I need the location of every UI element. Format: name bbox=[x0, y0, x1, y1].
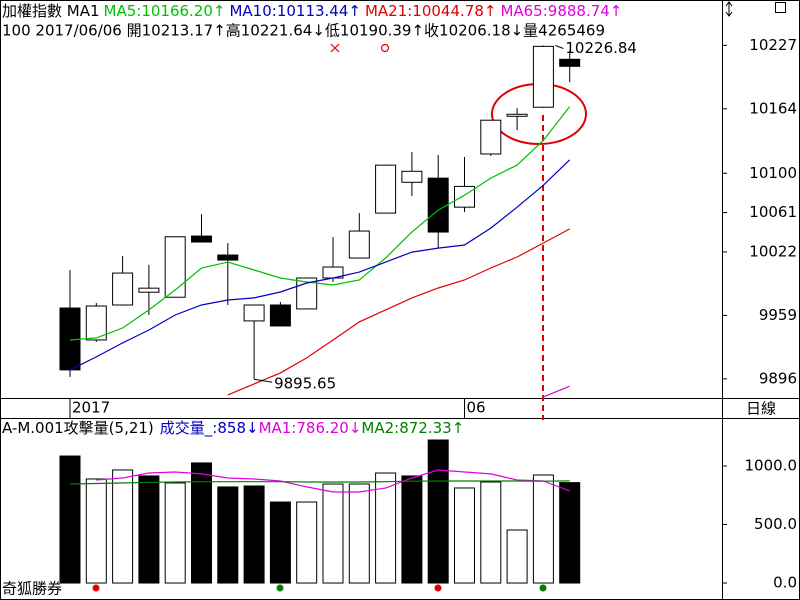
annotation-leader bbox=[254, 378, 273, 383]
volume-bar bbox=[164, 482, 186, 584]
volume-bar bbox=[532, 474, 554, 584]
candle-body bbox=[375, 164, 397, 214]
volume-bar bbox=[138, 475, 160, 584]
candle-body bbox=[559, 58, 581, 67]
ma-line bbox=[69, 106, 571, 341]
y-tick-label: 500.0 bbox=[754, 515, 797, 533]
ma-line bbox=[543, 385, 570, 398]
volume-bar bbox=[375, 472, 397, 584]
annotation-leader bbox=[555, 45, 564, 49]
candle-body bbox=[112, 272, 134, 306]
y-tick-label: 9896 bbox=[759, 369, 797, 387]
candle-body bbox=[243, 304, 265, 322]
candle-body bbox=[217, 254, 239, 261]
candle-body bbox=[191, 235, 212, 243]
candle-body bbox=[506, 113, 528, 117]
y-tick-label: 10100 bbox=[749, 164, 797, 182]
toolbar-icons[interactable] bbox=[725, 1, 786, 17]
volume-bar bbox=[269, 501, 291, 584]
y-tick-label: 1000.0 bbox=[745, 456, 798, 474]
volume-bar bbox=[427, 439, 449, 584]
candle-body bbox=[85, 305, 107, 341]
candle-body bbox=[401, 170, 423, 183]
candle-body bbox=[269, 304, 291, 327]
header: 加權指數 MA1 MA5:10166.20↑ MA10:10113.44↑ MA21:… bbox=[2, 2, 622, 20]
legend-entry: MA10:10113.44↑ bbox=[229, 2, 360, 20]
volume-bar bbox=[506, 529, 528, 584]
x-tick-label: 2017 bbox=[72, 399, 110, 417]
volume-bar bbox=[559, 482, 581, 584]
y-tick-label: 10164 bbox=[749, 99, 797, 117]
footer: 奇狐勝券 bbox=[2, 580, 62, 598]
volume-bar bbox=[191, 462, 212, 584]
ma-line bbox=[227, 228, 570, 396]
title: 加權指數 MA1 bbox=[2, 2, 100, 20]
annotation: 9895.65 bbox=[274, 375, 336, 393]
subtitle: 100 2017/06/06 開10213.17↑高10221.64↓低1019… bbox=[2, 22, 605, 40]
candle-body bbox=[454, 185, 475, 208]
volume-bar bbox=[348, 483, 370, 584]
volume-label: 成交量_:858↓ bbox=[160, 419, 259, 438]
volume-bar bbox=[112, 469, 134, 584]
volume-bar bbox=[296, 501, 318, 584]
ma-line bbox=[69, 159, 571, 371]
volume-header: A-M.001攻擊量(5,21) 成交量_:858↓MA1:786.20↓MA2:… bbox=[2, 419, 464, 438]
legend-entry: MA1:786.20↓ bbox=[259, 419, 362, 437]
y-tick-label: 9959 bbox=[759, 306, 797, 324]
legend-entry: MA65:9888.74↑ bbox=[500, 2, 622, 20]
candle-body bbox=[427, 177, 449, 233]
legend-entry: MA21:10044.78↑ bbox=[365, 2, 496, 20]
y-tick-label: 10022 bbox=[749, 242, 797, 260]
legend-entry: MA5:10166.20↑ bbox=[104, 2, 226, 20]
y-tick-label: 0.0 bbox=[773, 574, 797, 592]
legend-entry: MA2:872.33↑ bbox=[361, 419, 464, 437]
candle-body bbox=[348, 230, 370, 259]
candle-body bbox=[296, 277, 318, 310]
candle-body bbox=[532, 45, 554, 108]
y-tick-label: 10061 bbox=[749, 203, 797, 221]
volume-bar bbox=[217, 486, 239, 584]
annotation: 10226.84 bbox=[565, 39, 637, 57]
volume-bar bbox=[401, 475, 423, 584]
y-tick-label: 10227 bbox=[749, 36, 797, 54]
volume-bar bbox=[243, 485, 265, 584]
volume-bar bbox=[480, 481, 502, 584]
volume-bar bbox=[454, 487, 475, 584]
volume-ma-line bbox=[69, 480, 570, 485]
candle-body bbox=[138, 287, 160, 293]
volume-bar bbox=[322, 483, 344, 584]
period-label: 日線 bbox=[746, 400, 776, 418]
volume-bar bbox=[59, 455, 81, 584]
title: A-M.001攻擊量(5,21) bbox=[2, 419, 154, 437]
x-tick-label: 06 bbox=[467, 399, 486, 417]
volume-bar bbox=[85, 478, 107, 584]
candle-body bbox=[480, 119, 502, 155]
volume-ma-line bbox=[96, 469, 570, 493]
candle-body bbox=[164, 236, 186, 298]
